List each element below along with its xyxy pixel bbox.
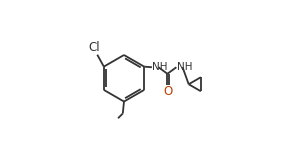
Text: O: O [164, 85, 173, 98]
Text: Cl: Cl [88, 41, 100, 54]
Text: NH: NH [177, 62, 192, 72]
Text: NH: NH [152, 62, 168, 72]
